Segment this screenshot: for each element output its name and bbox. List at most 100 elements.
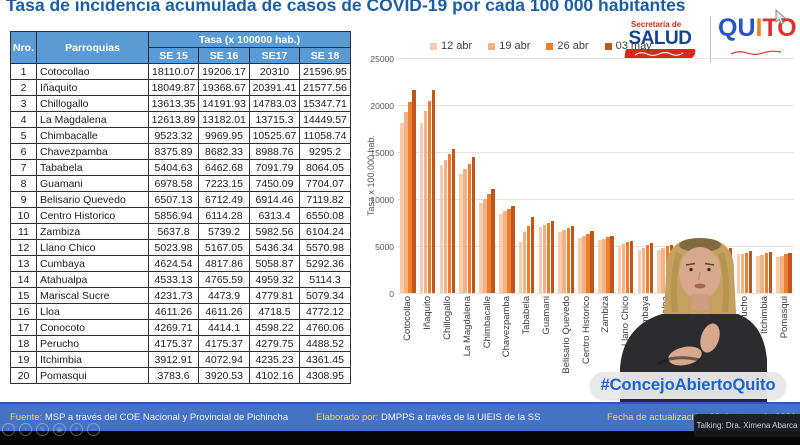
bar-03-may: [471, 157, 476, 293]
table-row: 18 Perucho 4175.37 4175.37 4279.75 4488.52: [10, 335, 351, 352]
value-cell: 5167.05: [198, 239, 250, 256]
value-cell: 6313.4: [249, 207, 300, 224]
value-cell: 4760.06: [299, 319, 351, 336]
prev-arrow-icon[interactable]: ‹: [2, 423, 15, 436]
magnifier-icon[interactable]: ⌕: [70, 423, 83, 436]
value-cell: 4611.26: [148, 303, 199, 320]
bar-12-abr: [558, 231, 562, 293]
table-row: 8 Guamani 6978.58 7223.15 7450.09 7704.07: [10, 175, 351, 192]
parroquia-cell: Tababela: [36, 159, 149, 176]
table-row: 17 Conocoto 4269.71 4414.1 4598.22 4760.06: [10, 319, 351, 336]
value-cell: 5637.8: [148, 223, 199, 240]
legend-label: 12 abr: [441, 40, 473, 52]
bar-19-abr: [582, 235, 586, 293]
id-card-icon[interactable]: ▣: [53, 423, 66, 436]
ellipsis-icon[interactable]: ⋯: [87, 423, 100, 436]
value-cell: 18110.07: [148, 63, 199, 80]
table-row: 7 Tababela 5404.63 6462.68 7091.79 8064.05: [10, 159, 351, 176]
value-cell: 8682.33: [198, 143, 250, 160]
bar-03-may: [570, 226, 575, 293]
parroquia-cell: Centro Historico: [36, 207, 149, 224]
mouse-cursor-icon: [775, 9, 787, 25]
value-cell: 3912.91: [148, 351, 199, 368]
bar-12-abr: [400, 122, 404, 293]
talking-indicator: Talking: Dra. Ximena Abarca: [694, 414, 800, 437]
value-cell: 4624.54: [148, 255, 199, 272]
parroquia-cell: Iñaquito: [36, 79, 149, 96]
table-row: 4 La Magdalena 12613.89 13182.01 13715.3 1444…: [10, 111, 351, 128]
bar-12-abr: [538, 227, 543, 293]
y-axis-tick: 15000: [370, 148, 394, 158]
parroquia-cell: Chillogallo: [36, 95, 149, 112]
value-cell: 4611.26: [198, 303, 250, 320]
value-cell: 4473.9: [198, 287, 250, 304]
bar-12-abr: [637, 249, 642, 293]
bar-03-may: [629, 240, 634, 293]
table-body: 1 Cotocollao 18110.07 19206.17 20310 21596.95…: [10, 63, 351, 384]
plot-area: [398, 58, 794, 294]
value-cell: 4765.59: [198, 271, 250, 288]
pencil-icon[interactable]: ✎: [36, 423, 49, 436]
table-row: 13 Cumbaya 4624.54 4817.86 5058.87 5292.36: [10, 255, 351, 272]
parroquia-cell: Conocoto: [36, 319, 149, 336]
quito-logo-i: I: [755, 13, 763, 42]
logo-divider: [710, 16, 711, 62]
footer-fuente: Fuente: MSP a través del COE Nacional y …: [10, 412, 288, 423]
value-cell: 5058.87: [249, 255, 300, 272]
value-cell: 4779.81: [249, 287, 300, 304]
value-cell: 5023.98: [148, 239, 199, 256]
bar-03-may: [451, 148, 456, 293]
col-header-tasa: Tasa (x 100000 hab.): [148, 31, 351, 48]
value-cell: 10525.67: [249, 127, 300, 144]
value-cell: 5079.34: [299, 287, 351, 304]
legend-item: 03 may: [604, 40, 652, 52]
value-cell: 15347.71: [299, 95, 351, 112]
bar-19-abr: [443, 159, 448, 293]
bar-12-abr: [756, 256, 760, 293]
bar-12-abr: [598, 240, 602, 293]
value-cell: 4279.75: [249, 335, 300, 352]
bottom-letterbox-bar: [0, 431, 800, 445]
bar-19-abr: [522, 232, 527, 293]
bar-12-abr: [439, 165, 444, 293]
bar-12-abr: [459, 174, 463, 293]
value-cell: 7: [10, 159, 37, 176]
bar-19-abr: [740, 253, 745, 293]
bar-26-abr: [566, 228, 571, 293]
value-cell: 10: [10, 207, 37, 224]
value-cell: 6978.58: [148, 175, 199, 192]
value-cell: 4817.86: [198, 255, 250, 272]
bar-19-abr: [423, 110, 428, 293]
value-cell: 11058.74: [299, 127, 351, 144]
value-cell: 8064.05: [299, 159, 351, 176]
table-row: 20 Pomasqui 3783.6 3920.53 4102.16 4308.95: [10, 367, 351, 384]
legend-swatch-icon: [604, 42, 612, 50]
y-axis-tick: 0: [389, 289, 394, 299]
col-header-se15: SE 15: [148, 47, 199, 64]
bar-26-abr: [507, 208, 511, 293]
col-header-parroquias: Parroquias: [36, 31, 149, 64]
legend-swatch-icon: [430, 42, 437, 50]
legend-swatch-icon: [546, 42, 554, 50]
value-cell: 4: [10, 111, 37, 128]
next-arrow-icon[interactable]: ›: [19, 423, 32, 436]
value-cell: 6462.68: [198, 159, 250, 176]
value-cell: 5404.63: [148, 159, 199, 176]
bar-12-abr: [419, 123, 424, 293]
bar-26-abr: [645, 245, 650, 293]
legend-label: 03 may: [615, 40, 652, 52]
value-cell: 20: [10, 367, 37, 384]
value-cell: 9969.95: [198, 127, 250, 144]
value-cell: 15: [10, 287, 37, 304]
parroquia-cell: Cumbaya: [36, 255, 149, 272]
bar-03-may: [768, 252, 773, 293]
bar-26-abr: [764, 253, 769, 293]
value-cell: 8375.89: [148, 143, 199, 160]
table-row: 6 Chavezpamba 8375.89 8682.33 8988.76 9295.2: [10, 143, 351, 160]
table-row: 12 Llano Chico 5023.98 5167.05 5436.34 5570.9…: [10, 239, 351, 256]
bar-26-abr: [427, 101, 432, 293]
value-cell: 19368.67: [198, 79, 250, 96]
legend-label: 19 abr: [499, 40, 531, 52]
bar-19-abr: [404, 112, 408, 293]
x-axis-label: Tababela: [521, 296, 533, 335]
